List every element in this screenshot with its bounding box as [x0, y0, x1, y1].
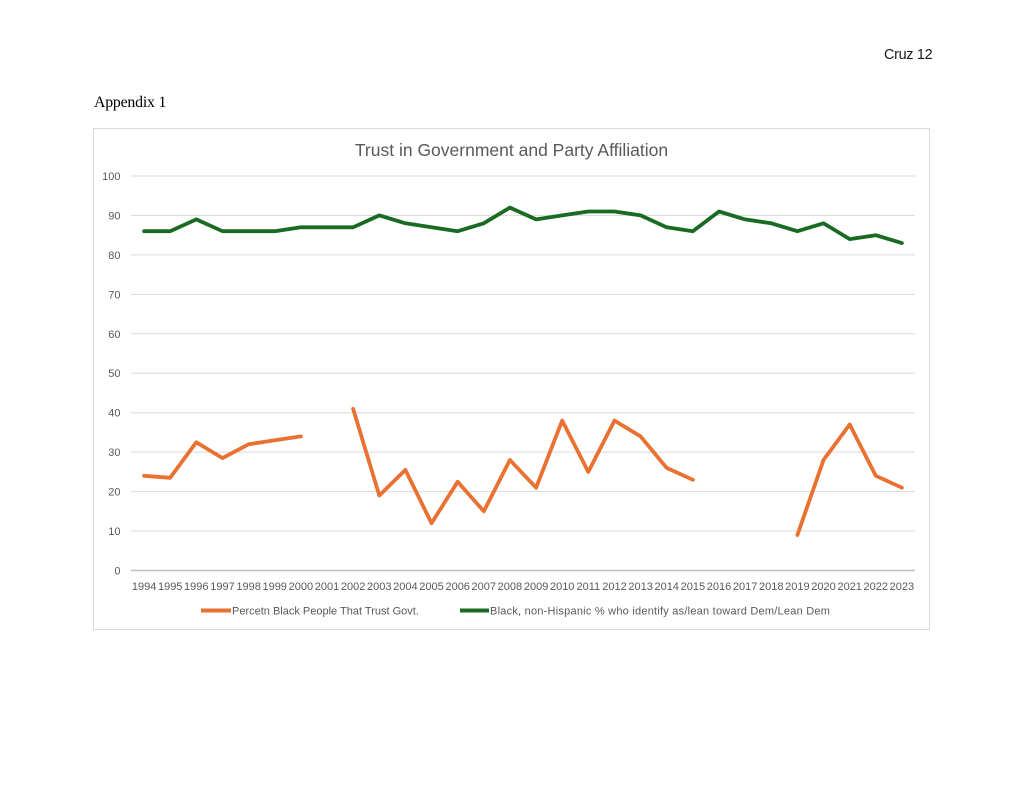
svg-text:1996: 1996 [184, 581, 208, 593]
svg-text:2007: 2007 [472, 581, 496, 593]
svg-text:Percetn Black People That Trus: Percetn Black People That Trust Govt. [232, 606, 419, 618]
svg-text:0: 0 [114, 566, 120, 578]
svg-text:2000: 2000 [289, 581, 313, 593]
svg-text:80: 80 [108, 250, 120, 262]
svg-text:2016: 2016 [707, 581, 731, 593]
svg-text:2023: 2023 [890, 581, 914, 593]
svg-text:2011: 2011 [576, 581, 600, 593]
svg-text:100: 100 [102, 171, 120, 183]
svg-text:90: 90 [108, 210, 120, 222]
svg-text:60: 60 [108, 329, 120, 341]
svg-text:1994: 1994 [132, 581, 156, 593]
svg-text:2021: 2021 [837, 581, 861, 593]
svg-text:10: 10 [108, 526, 120, 538]
svg-text:2006: 2006 [445, 581, 469, 593]
svg-text:40: 40 [108, 408, 120, 420]
svg-text:2022: 2022 [864, 581, 888, 593]
svg-text:1995: 1995 [158, 581, 182, 593]
svg-text:1998: 1998 [236, 581, 260, 593]
svg-text:2002: 2002 [341, 581, 365, 593]
svg-text:2013: 2013 [628, 581, 652, 593]
svg-text:2015: 2015 [681, 581, 705, 593]
svg-text:20: 20 [108, 487, 120, 499]
svg-text:50: 50 [108, 368, 120, 380]
svg-text:2012: 2012 [602, 581, 626, 593]
svg-text:2003: 2003 [367, 581, 391, 593]
svg-text:2010: 2010 [550, 581, 574, 593]
svg-text:2009: 2009 [524, 581, 548, 593]
svg-text:Trust in Government and Party: Trust in Government and Party Affiliatio… [355, 140, 668, 160]
svg-text:2004: 2004 [393, 581, 417, 593]
svg-text:2019: 2019 [785, 581, 809, 593]
svg-text:2008: 2008 [498, 581, 522, 593]
svg-text:Black, non-Hispanic % who iden: Black, non-Hispanic % who identify as/le… [490, 606, 830, 618]
svg-text:2020: 2020 [811, 581, 835, 593]
svg-text:1999: 1999 [262, 581, 286, 593]
svg-text:70: 70 [108, 289, 120, 301]
svg-text:2001: 2001 [315, 581, 339, 593]
svg-text:1997: 1997 [210, 581, 234, 593]
svg-text:2018: 2018 [759, 581, 783, 593]
svg-text:30: 30 [108, 447, 120, 459]
svg-text:2014: 2014 [654, 581, 678, 593]
svg-text:2005: 2005 [419, 581, 443, 593]
svg-text:2017: 2017 [733, 581, 757, 593]
